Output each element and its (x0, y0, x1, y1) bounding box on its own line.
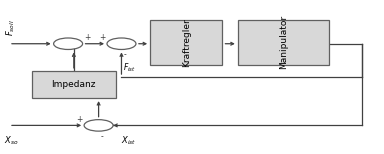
Text: $X_{ist}$: $X_{ist}$ (121, 134, 137, 147)
Text: +: + (84, 33, 91, 42)
Text: -: - (123, 50, 126, 59)
FancyBboxPatch shape (238, 20, 329, 65)
Circle shape (84, 120, 113, 131)
Text: Impedanz: Impedanz (51, 80, 96, 89)
Text: -: - (101, 132, 103, 141)
Circle shape (54, 38, 83, 49)
Text: Manipulator: Manipulator (279, 15, 288, 69)
Text: +: + (99, 33, 105, 42)
Text: +: + (76, 115, 82, 124)
FancyBboxPatch shape (32, 71, 116, 98)
Text: $X_{so}$: $X_{so}$ (5, 134, 19, 147)
Circle shape (107, 38, 136, 49)
Text: $F_{ist}$: $F_{ist}$ (123, 61, 136, 74)
Text: $F_{soll}$: $F_{soll}$ (5, 19, 17, 36)
FancyBboxPatch shape (150, 20, 222, 65)
Text: Kraftregler: Kraftregler (182, 18, 191, 67)
